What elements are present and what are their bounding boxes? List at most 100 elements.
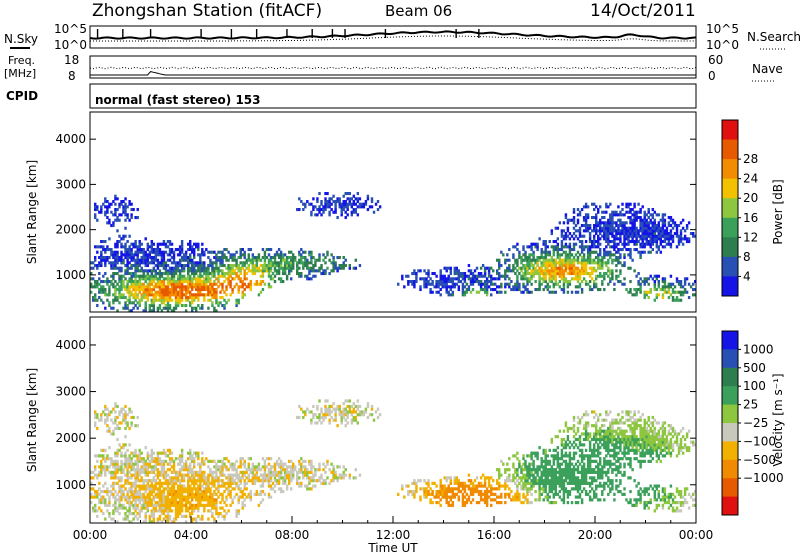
velocity-cell <box>147 509 149 512</box>
power-cell <box>639 235 641 238</box>
velocity-cell <box>326 460 328 463</box>
power-cell <box>419 269 421 272</box>
power-cell <box>296 272 298 275</box>
velocity-cell <box>153 471 155 474</box>
velocity-cell <box>351 413 353 416</box>
power-cell <box>238 299 240 302</box>
power-cell <box>629 256 631 259</box>
velocity-cell <box>246 482 248 485</box>
velocity-cell <box>134 501 136 504</box>
velocity-cell <box>357 399 359 402</box>
power-cell <box>175 267 177 270</box>
velocity-cell <box>367 402 369 405</box>
velocity-cell <box>102 485 104 488</box>
power-cell <box>108 304 110 307</box>
velocity-cell <box>217 487 219 490</box>
power-cell <box>205 275 207 278</box>
power-cell <box>185 259 187 262</box>
power-cell <box>137 208 139 211</box>
velocity-cell <box>185 496 187 499</box>
velocity-cell <box>94 496 96 499</box>
power-cell <box>530 291 532 294</box>
power-cell <box>670 224 672 227</box>
power-cell <box>377 200 379 203</box>
velocity-cell <box>153 515 155 518</box>
power-cell <box>488 285 490 288</box>
velocity-cell <box>189 452 191 455</box>
power-cell <box>538 259 540 262</box>
velocity-cell <box>134 471 136 474</box>
velocity-cell <box>126 421 128 424</box>
velocity-cell <box>203 471 205 474</box>
power-cell <box>143 272 145 275</box>
velocity-cell <box>246 476 248 479</box>
velocity-cell <box>217 476 219 479</box>
power-cell <box>480 267 482 270</box>
power-cell <box>330 203 332 206</box>
velocity-cell <box>347 405 349 408</box>
power-cell <box>272 272 274 275</box>
power-cell <box>555 240 557 243</box>
velocity-cell <box>173 465 175 468</box>
power-cell <box>134 272 136 275</box>
power-cell <box>130 267 132 270</box>
power-cell <box>639 291 641 294</box>
power-colorbar-tick-label: 28 <box>743 152 758 166</box>
velocity-cell <box>149 496 151 499</box>
velocity-cell <box>209 487 211 490</box>
velocity-cell <box>322 419 324 422</box>
power-cell <box>155 256 157 259</box>
power-cell <box>486 291 488 294</box>
velocity-cell <box>215 504 217 507</box>
velocity-cell <box>312 405 314 408</box>
power-cell <box>589 285 591 288</box>
power-cell <box>225 256 227 259</box>
velocity-cell <box>104 471 106 474</box>
velocity-cell <box>185 515 187 518</box>
power-cell <box>235 275 237 278</box>
velocity-cell <box>242 457 244 460</box>
velocity-cell <box>108 512 110 515</box>
power-cell <box>545 256 547 259</box>
velocity-cell <box>215 465 217 468</box>
velocity-cell <box>165 501 167 504</box>
power-cell <box>124 211 126 214</box>
power-cell <box>246 272 248 275</box>
velocity-cell <box>122 485 124 488</box>
power-cell <box>637 280 639 283</box>
velocity-cell <box>155 460 157 463</box>
velocity-cell <box>256 468 258 471</box>
velocity-cell <box>227 509 229 512</box>
velocity-cell <box>134 490 136 493</box>
power-cell <box>134 291 136 294</box>
velocity-cell <box>130 421 132 424</box>
power-cell <box>357 197 359 200</box>
velocity-cell <box>106 419 108 422</box>
velocity-cell <box>147 482 149 485</box>
velocity-cell <box>114 402 116 405</box>
power-cell <box>343 208 345 211</box>
power-cell <box>312 197 314 200</box>
velocity-cell <box>197 452 199 455</box>
velocity-cell <box>326 476 328 479</box>
velocity-cell <box>215 498 217 501</box>
velocity-cell <box>195 471 197 474</box>
velocity-cell <box>112 408 114 411</box>
velocity-cell <box>213 518 215 521</box>
power-cell <box>397 283 399 286</box>
velocity-cell <box>183 485 185 488</box>
power-cell <box>565 277 567 280</box>
power-cell <box>621 208 623 211</box>
power-cell <box>114 259 116 262</box>
power-cell <box>276 264 278 267</box>
power-cell <box>609 256 611 259</box>
velocity-cell <box>270 476 272 479</box>
power-cell <box>563 283 565 286</box>
power-cell <box>238 288 240 291</box>
velocity-cell <box>187 474 189 477</box>
power-cell <box>563 272 565 275</box>
velocity-cell <box>211 515 213 518</box>
power-cell <box>203 251 205 254</box>
velocity-cell <box>104 419 106 422</box>
power-cell <box>183 267 185 270</box>
